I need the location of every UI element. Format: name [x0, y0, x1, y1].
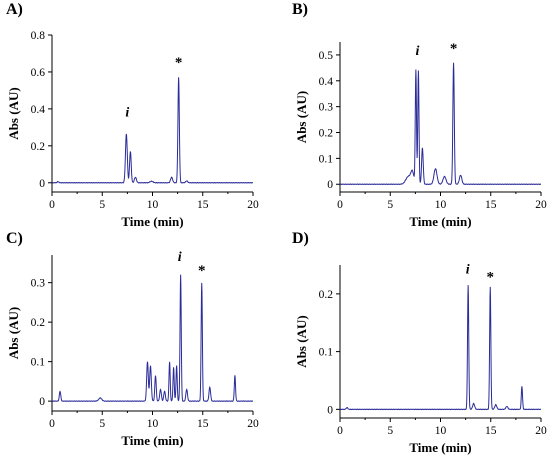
- y-tick-label: 0: [327, 404, 333, 416]
- x-tick-label: 0: [337, 199, 343, 211]
- y-tick-label: 0.6: [31, 67, 46, 79]
- x-tick-label: 5: [99, 418, 105, 430]
- x-tick-label: 10: [435, 425, 447, 437]
- chart-panel-a: A) 0 5 10 15 20 0 0.2 0.4 0.6 0.8 Time (min) Abs (AU…: [6, 1, 259, 229]
- y-tick-label: 0.2: [31, 141, 46, 153]
- x-tick-label: 0: [49, 418, 55, 430]
- chromatogram-trace: [51, 77, 254, 184]
- panel-label: C): [6, 230, 23, 247]
- y-tick-label: 0.3: [319, 102, 334, 114]
- chromatogram-trace: [339, 62, 542, 186]
- x-tick-label: 0: [337, 425, 343, 437]
- y-tick-label: 0: [39, 178, 45, 190]
- chart-panel-b: B) 0 5 10 15 20 0 0.1 0.2 0.3 0.4 0.5 Time (min) Abs …: [292, 1, 547, 229]
- y-tick-label: 0.1: [319, 153, 334, 165]
- x-tick-label: 15: [485, 425, 497, 437]
- y-tick-label: 0.4: [319, 76, 334, 88]
- x-tick-label: 5: [99, 199, 105, 211]
- star-annotation: *: [486, 269, 494, 285]
- y-axis-label: Abs (AU): [294, 91, 309, 143]
- x-tick-label: 10: [147, 199, 159, 211]
- x-axis-label: Time (min): [121, 214, 183, 229]
- y-tick-label: 0.1: [319, 347, 334, 359]
- x-tick-label: 10: [147, 418, 159, 430]
- x-tick-label: 5: [387, 199, 393, 211]
- x-tick-label: 20: [535, 425, 547, 437]
- y-tick-label: 0: [327, 179, 333, 191]
- y-tick-label: 0.2: [319, 289, 334, 301]
- y-tick-label: 0.8: [31, 30, 46, 42]
- star-annotation: *: [198, 263, 206, 279]
- star-annotation: *: [450, 41, 458, 57]
- x-tick-label: 20: [247, 199, 259, 211]
- x-tick-label: 15: [197, 418, 209, 430]
- y-tick-label: 0.5: [319, 50, 334, 62]
- panel-label: A): [6, 1, 23, 18]
- x-tick-label: 0: [49, 199, 55, 211]
- peak-i-annotation: i: [415, 44, 419, 59]
- x-axis-label: Time (min): [409, 440, 471, 455]
- x-tick-label: 15: [485, 199, 497, 211]
- x-axis-label: Time (min): [409, 214, 471, 229]
- y-tick-label: 0.2: [319, 128, 334, 140]
- x-tick-label: 20: [535, 199, 547, 211]
- chromatogram-trace: [51, 274, 254, 402]
- y-tick-label: 0.3: [31, 278, 46, 290]
- peak-i-annotation: i: [178, 250, 182, 265]
- y-axis-label: Abs (AU): [6, 87, 21, 139]
- panel-label: D): [292, 230, 309, 247]
- x-tick-label: 15: [197, 199, 209, 211]
- chart-panel-d: D) 0 5 10 15 20 0 0.1 0.2 Time (min) Abs (AU) i *: [292, 230, 547, 455]
- peak-i-annotation: i: [125, 105, 129, 120]
- y-tick-label: 0.1: [31, 357, 46, 369]
- y-tick-label: 0.4: [31, 104, 46, 116]
- panel-label: B): [292, 1, 308, 18]
- chromatogram-trace: [339, 285, 542, 411]
- x-tick-label: 10: [435, 199, 447, 211]
- x-tick-label: 20: [247, 418, 259, 430]
- y-axis-label: Abs (AU): [294, 315, 309, 367]
- peak-i-annotation: i: [466, 263, 470, 278]
- star-annotation: *: [175, 55, 183, 71]
- y-axis-label: Abs (AU): [6, 307, 21, 359]
- y-tick-label: 0.2: [31, 317, 46, 329]
- x-axis-label: Time (min): [121, 433, 183, 448]
- x-tick-label: 5: [387, 425, 393, 437]
- chart-panel-c: C) 0 5 10 15 20 0 0.1 0.2 0.3 Time (min) Abs (AU) i *: [6, 230, 259, 448]
- y-tick-label: 0: [39, 396, 45, 408]
